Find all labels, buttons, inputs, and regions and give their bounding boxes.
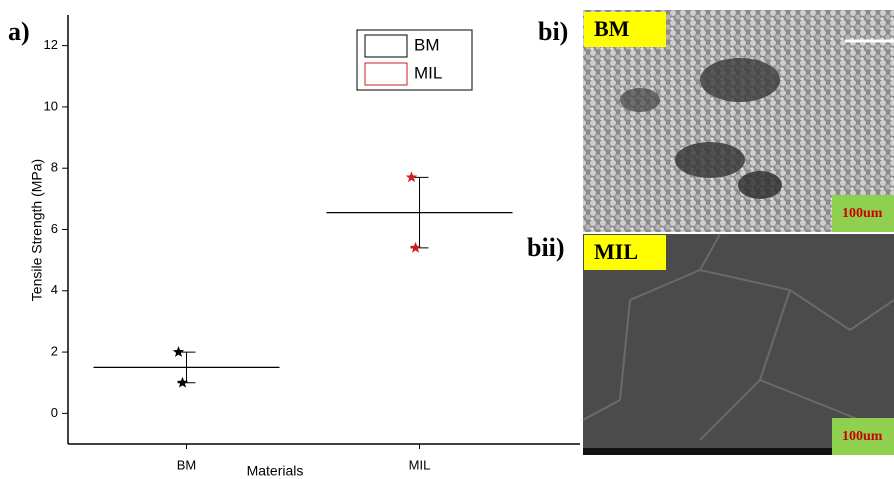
y-tick-label: 6 (51, 221, 58, 236)
x-axis-title: Materials (247, 463, 304, 479)
y-tick-label: 10 (44, 98, 58, 113)
data-point (406, 171, 417, 182)
y-tick-label: 0 (51, 405, 58, 420)
figure: a) bi) bii) BM MIL 100um 100um 0 2 4 6 8 10 12… (0, 0, 894, 479)
scale-text: 100um (842, 206, 883, 221)
y-tick-label: 8 (51, 160, 58, 175)
chart: 0 2 4 6 8 10 12 Tensile Strength (MPa) Materials… (29, 15, 580, 479)
y-axis-title: Tensile Strength (MPa) (29, 159, 45, 301)
panel-label: bii) (527, 233, 565, 262)
panel-label: a) (8, 17, 30, 46)
y-tick-label: 12 (44, 37, 58, 52)
scale-text: 100um (842, 429, 883, 444)
image-tag-text: BM (594, 16, 630, 41)
legend-label: MIL (414, 63, 442, 82)
y-tick-label: 2 (51, 344, 58, 359)
y-tick-label: 4 (51, 282, 58, 297)
x-tick-label: MIL (409, 457, 431, 472)
data-point (173, 346, 184, 357)
legend-label: BM (414, 35, 440, 54)
panel-label: bi) (538, 17, 568, 46)
x-tick-label: BM (177, 457, 197, 472)
image-tag-text: MIL (594, 239, 638, 264)
